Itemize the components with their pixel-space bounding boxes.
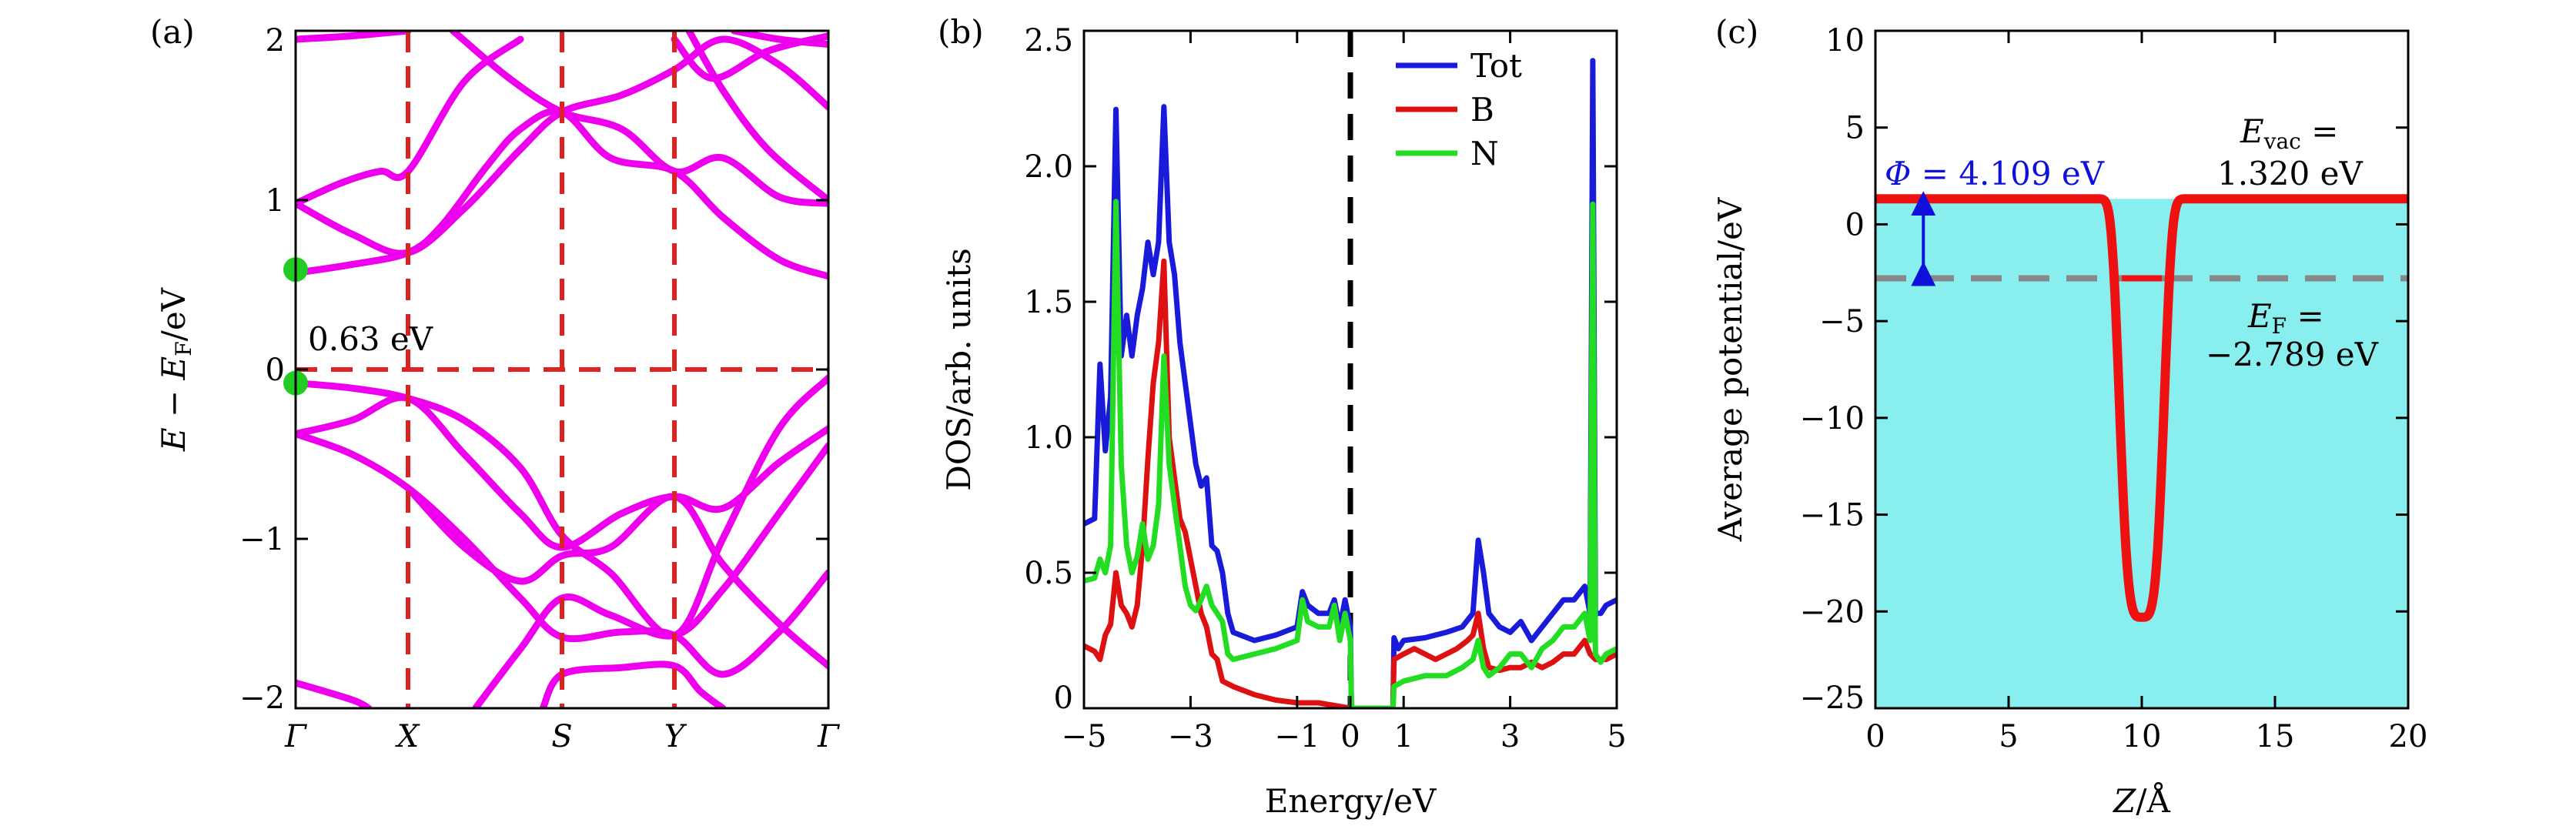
- panel-label-c: (c): [1715, 13, 1758, 51]
- x-tick-label-c: 15: [2256, 719, 2295, 754]
- band-structure-panel: −2 −1 0 1 2 Γ X S Y Γ 0.63 eV (a) E − EF/eV: [150, 13, 840, 754]
- y-tick-label-c: −25: [1800, 681, 1865, 716]
- y-tick-label-c: −10: [1800, 401, 1865, 436]
- potential-panel: −25 −20 −15 −10 −5 0 5 10 0 5 10 15 20 Φ = 4.109 eV…: [1711, 13, 2427, 820]
- legend-label-Tot: Tot: [1470, 47, 1522, 85]
- legend-label-N: N: [1470, 135, 1499, 172]
- band-v7: [296, 679, 373, 708]
- band-v2: [296, 393, 828, 551]
- band-v4: [404, 484, 828, 670]
- y-tick-label-c: −5: [1819, 304, 1865, 339]
- y-tick-label-c: 5: [1845, 111, 1865, 146]
- y-axis-label-c: Average potential/eV: [1711, 197, 1749, 542]
- y-tick-label-c: 10: [1825, 23, 1865, 59]
- y-tick-label-a: −1: [239, 522, 285, 557]
- x-tick-label-b: −5: [1062, 719, 1107, 754]
- k-point-label: Y: [664, 719, 687, 754]
- x-tick-label-b: −3: [1168, 719, 1213, 754]
- band-c8: [730, 31, 828, 48]
- y-tick-label-c: 0: [1845, 207, 1865, 242]
- y-axis-label-b: DOS/arb. units: [940, 248, 978, 491]
- y-ticks-a: −2 −1 0 1 2: [239, 23, 828, 716]
- y-tick-label-b: 1.5: [1024, 285, 1073, 320]
- y-tick-label-b: 1.0: [1024, 420, 1073, 456]
- y-tick-label-b: 0: [1054, 681, 1073, 716]
- k-point-label: X: [395, 719, 420, 754]
- panel-label-a: (a): [150, 13, 195, 51]
- y-tick-label-b: 2.0: [1024, 149, 1073, 185]
- x-tick-label-b: 5: [1607, 719, 1626, 754]
- x-tick-label-b: 0: [1340, 719, 1360, 754]
- band-c5: [296, 31, 412, 43]
- evac-label-line1: Evac =: [2240, 112, 2338, 154]
- potential-curve: [1875, 194, 2408, 622]
- y-tick-label-a: 1: [266, 183, 285, 219]
- x-tick-label-c: 0: [1865, 719, 1885, 754]
- dos-series-N: [1084, 199, 1617, 708]
- y-tick-label-c: −20: [1800, 594, 1865, 630]
- band-c4: [449, 31, 828, 207]
- y-tick-label-b: 2.5: [1024, 23, 1073, 59]
- x-tick-label-c: 5: [1999, 719, 2018, 754]
- x-tick-label-b: 1: [1393, 719, 1413, 754]
- evac-label-line2: 1.320 eV: [2217, 155, 2363, 192]
- x-tick-label-c: 10: [2123, 719, 2162, 754]
- workfunction-label: Φ = 4.109 eV: [1885, 155, 2105, 192]
- x-tick-label-c: 20: [2389, 719, 2428, 754]
- potential-fill: [1875, 199, 2408, 708]
- k-point-label: Γ: [284, 719, 307, 754]
- band-c6: [685, 31, 828, 204]
- x-ticks-b: −5 −3 −1 0 1 3 5: [1062, 31, 1627, 754]
- band-v6: [539, 660, 727, 708]
- dos-series-Tot: [1084, 58, 1617, 708]
- x-axis-label-b: Energy/eV: [1265, 782, 1437, 820]
- band-lines: [296, 31, 828, 708]
- y-tick-label-a: −2: [239, 681, 285, 716]
- x-tick-label-b: 3: [1500, 719, 1520, 754]
- y-tick-label-c: −15: [1800, 498, 1865, 533]
- y-ticks-c: −25 −20 −15 −10 −5 0 5 10: [1800, 23, 2408, 716]
- y-axis-label-a: E − EF/eV: [155, 287, 196, 452]
- x-tick-label-b: −1: [1274, 719, 1320, 754]
- y-tick-label-a: 2: [266, 23, 285, 59]
- k-point-label: Γ: [817, 719, 840, 754]
- band-v5: [472, 442, 828, 708]
- k-point-label: S: [551, 719, 572, 754]
- x-axis-label-c: Z/Å: [2112, 781, 2170, 820]
- y-tick-label-a: 0: [266, 353, 285, 388]
- legend: Tot BN: [1396, 47, 1522, 172]
- band-c3: [296, 35, 524, 207]
- y-tick-label-b: 0.5: [1024, 556, 1073, 591]
- panel-label-b: (b): [938, 13, 984, 51]
- gap-label: 0.63 eV: [308, 320, 433, 358]
- x-ticks-c: 0 5 10 15 20: [1865, 31, 2427, 754]
- legend-label-B: B: [1470, 91, 1494, 129]
- ef-label-line1: EF =: [2247, 297, 2324, 339]
- ef-label-line2: −2.789 eV: [2206, 336, 2379, 373]
- y-ticks-b: 0 0.5 1.0 1.5 2.0 2.5: [1024, 23, 1617, 716]
